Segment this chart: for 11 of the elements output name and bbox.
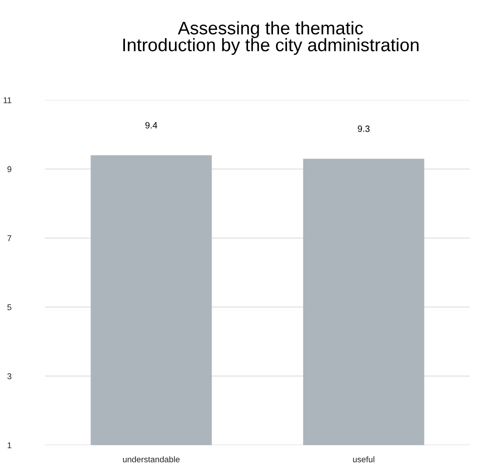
y-tick-label: 5 [7, 304, 12, 310]
x-tick-label: useful [353, 456, 374, 462]
data-label: 9.3 [358, 126, 370, 132]
chart-title: Assessing the thematic Introduction by the city administration [123, 21, 419, 55]
y-tick-label: 9 [7, 166, 12, 172]
data-label: 9.4 [145, 122, 158, 128]
y-tick-label: 11 [4, 97, 12, 104]
x-tick-label: understandable [123, 456, 180, 462]
y-tick-label: 1 [8, 442, 12, 448]
y-tick-label: 3 [7, 373, 12, 380]
y-tick-label: 7 [7, 235, 12, 242]
